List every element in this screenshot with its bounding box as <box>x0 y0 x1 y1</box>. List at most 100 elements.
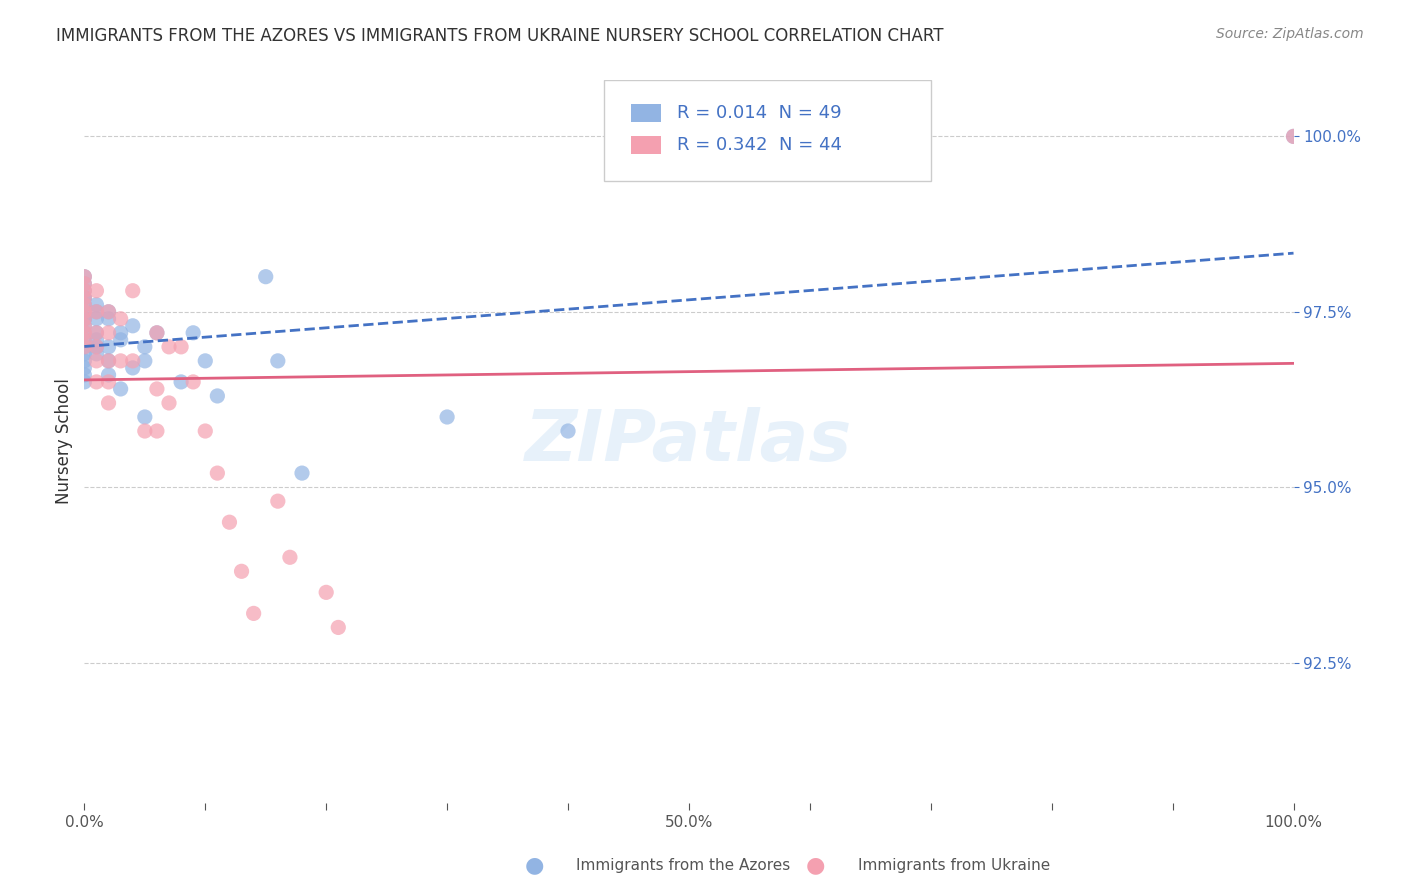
Immigrants from Ukraine <box>97 396 120 410</box>
Immigrants from the Azores <box>73 269 96 284</box>
Immigrants from the Azores <box>97 368 120 382</box>
Immigrants from Ukraine <box>86 340 108 354</box>
Immigrants from Ukraine <box>146 326 169 340</box>
Immigrants from Ukraine <box>121 284 143 298</box>
Immigrants from Ukraine <box>97 375 120 389</box>
Immigrants from Ukraine <box>97 326 120 340</box>
Immigrants from Ukraine <box>315 585 337 599</box>
Immigrants from the Azores <box>170 375 193 389</box>
Immigrants from the Azores <box>73 291 96 305</box>
Immigrants from Ukraine <box>267 494 290 508</box>
Immigrants from Ukraine <box>328 620 350 634</box>
Text: Source: ZipAtlas.com: Source: ZipAtlas.com <box>1216 27 1364 41</box>
Immigrants from Ukraine <box>194 424 217 438</box>
Immigrants from the Azores <box>134 340 156 354</box>
Text: IMMIGRANTS FROM THE AZORES VS IMMIGRANTS FROM UKRAINE NURSERY SCHOOL CORRELATION: IMMIGRANTS FROM THE AZORES VS IMMIGRANTS… <box>56 27 943 45</box>
Immigrants from the Azores <box>110 326 132 340</box>
Immigrants from the Azores <box>73 326 96 340</box>
Immigrants from Ukraine <box>231 564 253 578</box>
Immigrants from the Azores <box>146 326 169 340</box>
Immigrants from Ukraine <box>73 269 96 284</box>
Immigrants from the Azores <box>86 340 108 354</box>
Immigrants from Ukraine <box>86 354 108 368</box>
Immigrants from Ukraine <box>73 333 96 347</box>
Immigrants from the Azores <box>73 347 96 361</box>
Immigrants from Ukraine <box>242 607 264 621</box>
Immigrants from the Azores <box>86 311 108 326</box>
Immigrants from the Azores <box>134 409 156 424</box>
FancyBboxPatch shape <box>605 80 931 181</box>
Immigrants from Ukraine <box>73 284 96 298</box>
Immigrants from Ukraine <box>73 326 96 340</box>
Immigrants from the Azores <box>134 354 156 368</box>
Immigrants from Ukraine <box>86 284 108 298</box>
Immigrants from the Azores <box>73 291 96 305</box>
Immigrants from Ukraine <box>86 326 108 340</box>
Y-axis label: Nursery School: Nursery School <box>55 378 73 505</box>
Immigrants from Ukraine <box>97 354 120 368</box>
Immigrants from the Azores <box>97 311 120 326</box>
Immigrants from the Azores <box>73 284 96 298</box>
Immigrants from the Azores <box>97 340 120 354</box>
FancyBboxPatch shape <box>631 136 661 154</box>
Immigrants from Ukraine <box>73 298 96 312</box>
Immigrants from the Azores <box>73 354 96 368</box>
Text: ZIPatlas: ZIPatlas <box>526 407 852 476</box>
Immigrants from the Azores <box>86 305 108 319</box>
Immigrants from the Azores <box>73 368 96 382</box>
Immigrants from the Azores <box>181 326 204 340</box>
Text: Immigrants from Ukraine: Immigrants from Ukraine <box>858 858 1050 872</box>
Immigrants from Ukraine <box>110 354 132 368</box>
Immigrants from the Azores <box>73 360 96 375</box>
Immigrants from the Azores <box>1282 129 1305 144</box>
Immigrants from Ukraine <box>218 515 240 529</box>
FancyBboxPatch shape <box>631 103 661 122</box>
Text: Immigrants from the Azores: Immigrants from the Azores <box>576 858 790 872</box>
Immigrants from Ukraine <box>1282 129 1305 144</box>
Text: R = 0.342  N = 44: R = 0.342 N = 44 <box>676 136 842 154</box>
Immigrants from Ukraine <box>157 340 180 354</box>
Immigrants from Ukraine <box>97 305 120 319</box>
Immigrants from the Azores <box>73 311 96 326</box>
Immigrants from the Azores <box>86 333 108 347</box>
Immigrants from the Azores <box>557 424 579 438</box>
Immigrants from the Azores <box>267 354 290 368</box>
Immigrants from the Azores <box>110 333 132 347</box>
Immigrants from the Azores <box>73 333 96 347</box>
Immigrants from the Azores <box>194 354 217 368</box>
Immigrants from the Azores <box>97 305 120 319</box>
Immigrants from Ukraine <box>157 396 180 410</box>
Immigrants from the Azores <box>254 269 277 284</box>
Immigrants from the Azores <box>207 389 229 403</box>
Immigrants from the Azores <box>86 298 108 312</box>
Text: ●: ● <box>806 855 825 875</box>
Immigrants from the Azores <box>73 305 96 319</box>
Immigrants from the Azores <box>73 277 96 291</box>
Immigrants from Ukraine <box>73 340 96 354</box>
Immigrants from Ukraine <box>73 277 96 291</box>
Immigrants from the Azores <box>73 298 96 312</box>
Immigrants from Ukraine <box>207 466 229 480</box>
Immigrants from the Azores <box>73 375 96 389</box>
Text: ●: ● <box>524 855 544 875</box>
Immigrants from the Azores <box>73 318 96 333</box>
Immigrants from the Azores <box>291 466 314 480</box>
Immigrants from the Azores <box>73 311 96 326</box>
Immigrants from Ukraine <box>73 318 96 333</box>
Immigrants from the Azores <box>121 318 143 333</box>
Immigrants from Ukraine <box>181 375 204 389</box>
Immigrants from the Azores <box>73 340 96 354</box>
Immigrants from Ukraine <box>134 424 156 438</box>
Text: R = 0.014  N = 49: R = 0.014 N = 49 <box>676 103 841 122</box>
Immigrants from the Azores <box>436 409 458 424</box>
Immigrants from Ukraine <box>110 311 132 326</box>
Immigrants from Ukraine <box>278 550 301 565</box>
Immigrants from Ukraine <box>86 305 108 319</box>
Immigrants from Ukraine <box>73 305 96 319</box>
Immigrants from Ukraine <box>73 311 96 326</box>
Immigrants from Ukraine <box>146 382 169 396</box>
Immigrants from Ukraine <box>146 424 169 438</box>
Immigrants from Ukraine <box>121 354 143 368</box>
Immigrants from the Azores <box>110 382 132 396</box>
Immigrants from the Azores <box>97 354 120 368</box>
